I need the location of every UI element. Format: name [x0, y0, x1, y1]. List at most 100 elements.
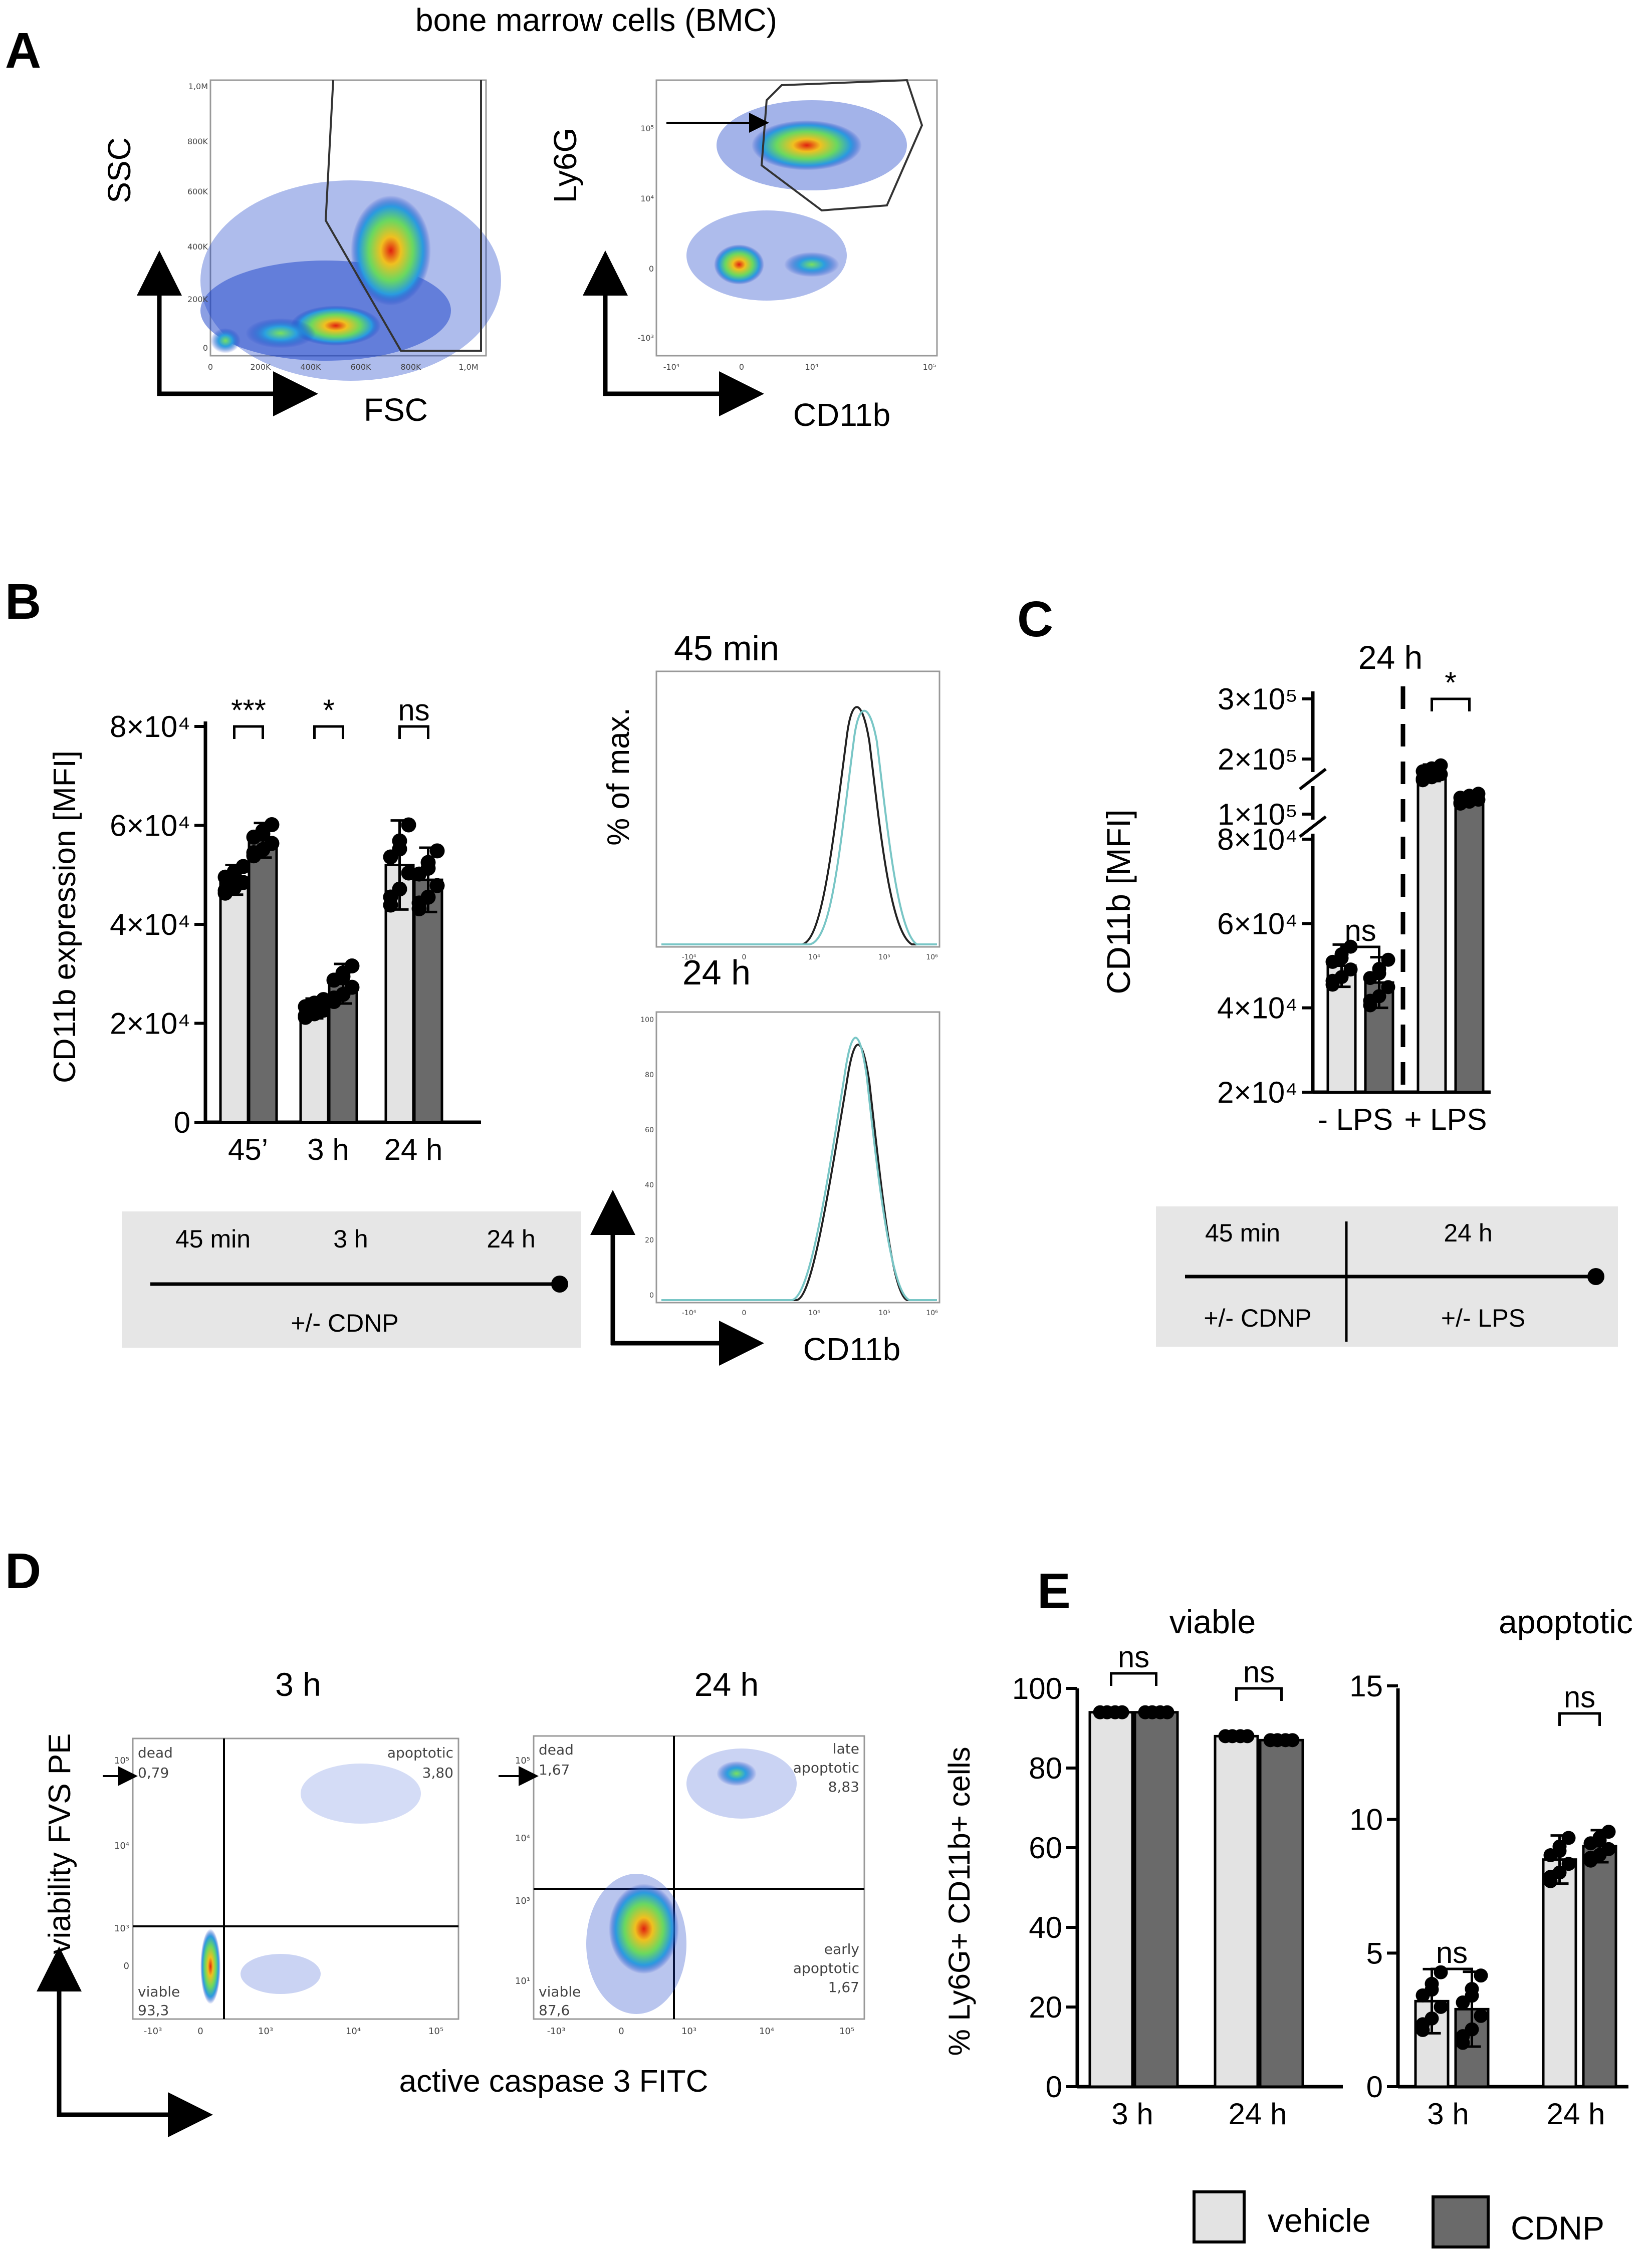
data-point [1425, 1982, 1439, 1997]
quadrant-label-dead: dead [539, 1741, 574, 1758]
significance-label: * [323, 693, 334, 727]
x-tick-label: 24 h [1547, 2097, 1605, 2131]
significance-label: ns [1564, 1680, 1595, 1714]
significance-label: *** [231, 693, 266, 727]
panel-letter-a: A [5, 23, 41, 79]
panel-letter-c: C [1017, 591, 1053, 647]
panel-letter-b: B [5, 574, 41, 630]
timeline-label: 3 h [333, 1225, 368, 1253]
panel-letter-d: D [5, 1543, 41, 1599]
y-tick-label: 100 [1012, 1672, 1062, 1705]
data-point [307, 997, 322, 1013]
significance-label: ns [1344, 914, 1376, 947]
significance-label: ns [1243, 1655, 1275, 1689]
data-point [1372, 966, 1386, 980]
axis-label-viability: viability FVS PE [43, 1733, 77, 1954]
bar-chart-b: CD11b expression [MFI] 0 2×10⁴ 4×10⁴ 6×10⁴ 8… [48, 693, 481, 1166]
plot-title: 3 h [275, 1666, 321, 1703]
xtick: -10⁴ [682, 953, 696, 961]
data-point [1462, 790, 1477, 804]
bar-chart-e-viable: viable % Ly6G+ CD11b+ cells 0 20 40 60 80 100… [942, 1603, 1343, 2131]
data-point [1381, 980, 1395, 994]
ytick: 10⁴ [640, 194, 654, 203]
significance-bracket [313, 725, 344, 739]
gate-polygon [324, 80, 482, 352]
significance-bracket [1110, 1672, 1157, 1686]
xtick: 0 [742, 1309, 747, 1317]
histogram-title-24h: 24 h [682, 953, 751, 992]
quadrant-value-viable: 93,3 [138, 2002, 169, 2019]
gate-polygon [760, 79, 923, 212]
axis-break-mark [1299, 815, 1327, 838]
data-point [1583, 1851, 1598, 1865]
xtick: 10⁴ [808, 953, 820, 961]
y-tick-label: 2×10⁴ [1217, 1076, 1298, 1109]
data-point [1363, 993, 1377, 1008]
ytick: 80 [645, 1071, 654, 1079]
legend: vehicle CDNP [1193, 2190, 1604, 2248]
data-point [1434, 2000, 1448, 2014]
y-tick-label: 0 [1366, 2070, 1383, 2104]
data-point [226, 867, 242, 882]
data-point [255, 826, 271, 842]
flow-plot-3h: 3 h dead 0,79 apoptotic 3,80 viable 93,3 [103, 1666, 459, 2020]
legend-swatch-vehicle [1193, 2190, 1246, 2243]
bar-chart-e-apoptotic: apoptotic 0 5 10 15 3 h ns 24 h ns [1349, 1603, 1633, 2131]
x-tick-label: + LPS [1404, 1103, 1487, 1136]
chart-title: 24 h [1358, 639, 1423, 676]
axis-break-mark [1299, 768, 1327, 791]
xtick: 0 [739, 362, 744, 372]
xtick: 10³ [258, 2026, 273, 2037]
bar-vehicle [219, 878, 250, 1124]
quadrant-label-viable: viable [138, 1983, 180, 2000]
data-point [1543, 1870, 1558, 1884]
significance-bracket [1558, 1712, 1601, 1726]
legend-label-cdnp: CDNP [1511, 2209, 1604, 2246]
quadrant-label-early: early [824, 1941, 859, 1957]
data-point [1552, 1844, 1567, 1858]
data-point [1240, 1729, 1255, 1743]
ytick: 1,0M [188, 82, 208, 91]
y-tick-label: 5 [1366, 1936, 1383, 1970]
xtick: 400K [300, 362, 321, 372]
significance-bracket [1340, 945, 1380, 959]
xtick: -10⁴ [682, 1309, 696, 1317]
significance-bracket [398, 725, 429, 739]
x-tick-label: 3 h [1111, 2097, 1153, 2131]
y-tick-label: 4×10⁴ [1217, 991, 1298, 1025]
significance-bracket [1235, 1687, 1283, 1701]
quadrant-label-early-apoptotic: apoptotic [793, 1960, 859, 1976]
xtick: 0 [742, 953, 747, 961]
significance-label: ns [1436, 1936, 1468, 1969]
y-tick-label: 20 [1029, 1990, 1062, 2024]
data-point [326, 990, 342, 1006]
data-point [429, 843, 445, 859]
ytick: 40 [645, 1181, 654, 1189]
bar-vehicle [1417, 772, 1447, 1094]
ytick: -10³ [637, 333, 654, 343]
plot-title: 24 h [694, 1666, 759, 1703]
bar-cdnp [1582, 1845, 1617, 2088]
bar-cdnp [1259, 1738, 1304, 2088]
quadrant-label-viable: viable [539, 1983, 581, 2000]
y-tick-label: 0 [1046, 2070, 1062, 2104]
ytick: 0 [124, 1961, 129, 1971]
x-tick-label: 24 h [1229, 2097, 1287, 2131]
ytick: 10⁵ [515, 1756, 530, 1766]
y-tick-label: 80 [1029, 1752, 1062, 1785]
y-axis-label: CD11b [MFI] [1100, 809, 1137, 994]
data-point [1561, 1831, 1576, 1845]
ytick: 800K [187, 137, 208, 146]
y-tick-label: 0 [174, 1106, 190, 1139]
timeline-label: 45 min [1205, 1219, 1280, 1247]
timeline-c: 45 min 24 h +/- CDNP +/- LPS [1156, 1206, 1618, 1347]
bar-vehicle [299, 1007, 330, 1124]
y-tick-label: 4×10⁴ [110, 908, 190, 941]
data-point [429, 878, 445, 893]
data-point [298, 1008, 313, 1024]
axis-label-ly6g: Ly6G [547, 128, 583, 203]
xtick: 10⁶ [926, 1309, 938, 1317]
data-point [1415, 772, 1430, 786]
data-point [344, 979, 360, 995]
